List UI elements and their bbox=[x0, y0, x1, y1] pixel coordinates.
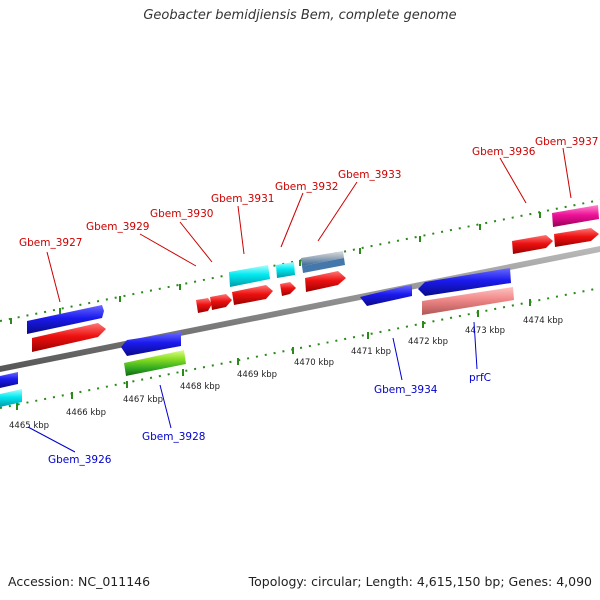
tick-label: 4468 kbp bbox=[180, 382, 220, 392]
gene-green[interactable] bbox=[124, 350, 186, 376]
gene-label-prfc[interactable]: prfC bbox=[469, 372, 491, 384]
leader-line bbox=[159, 384, 172, 429]
gene-label-gbem-3929[interactable]: Gbem_3929 bbox=[86, 221, 149, 233]
gene-cyan[interactable] bbox=[229, 265, 270, 287]
gene-label-gbem-3926[interactable]: Gbem_3926 bbox=[48, 454, 112, 466]
gene-pink[interactable] bbox=[552, 205, 599, 227]
leader-line bbox=[473, 321, 478, 370]
gene-label-gbem-3937[interactable]: Gbem_3937 bbox=[535, 136, 598, 148]
lower-major-ticks bbox=[16, 299, 531, 410]
tick-label: 4474 kbp bbox=[523, 316, 563, 326]
gene-red[interactable] bbox=[305, 271, 346, 292]
gene-cyan[interactable] bbox=[276, 262, 295, 278]
gene-partial-blue[interactable] bbox=[0, 372, 18, 388]
gene-blue[interactable] bbox=[360, 285, 412, 306]
leader-line bbox=[317, 181, 358, 242]
tick-label: 4467 kbp bbox=[123, 395, 163, 405]
genome-stats-text: Topology: circular; Length: 4,615,150 bp… bbox=[248, 574, 592, 589]
accession-text: Accession: NC_011146 bbox=[8, 574, 151, 589]
tick-label: 4465 kbp bbox=[9, 421, 49, 431]
tick-label: 4473 kbp bbox=[465, 326, 505, 336]
leader-line bbox=[280, 192, 304, 248]
tick-label: 4472 kbp bbox=[408, 337, 448, 347]
leader-line bbox=[139, 233, 197, 267]
gene-red[interactable] bbox=[512, 235, 553, 254]
genome-title: Geobacter bemidjiensis Bem, complete gen… bbox=[143, 8, 457, 23]
tick-label: 4471 kbp bbox=[351, 347, 391, 357]
gene-steelblue[interactable] bbox=[302, 258, 345, 273]
gene-label-gbem-3934[interactable]: Gbem_3934 bbox=[374, 384, 438, 396]
tick-label: 4469 kbp bbox=[237, 370, 277, 380]
gene-blue[interactable] bbox=[27, 305, 104, 334]
gene-label-gbem-3930[interactable]: Gbem_3930 bbox=[150, 208, 213, 220]
leader-line bbox=[179, 221, 213, 263]
gene-label-gbem-3928[interactable]: Gbem_3928 bbox=[142, 431, 205, 443]
gene-label-gbem-3932[interactable]: Gbem_3932 bbox=[275, 181, 338, 193]
gene-red[interactable] bbox=[196, 298, 212, 313]
leader-line bbox=[237, 205, 245, 255]
leader-line bbox=[499, 157, 527, 204]
gene-red[interactable] bbox=[280, 282, 296, 296]
leader-line bbox=[562, 147, 572, 199]
gene-partial-cyan[interactable] bbox=[0, 389, 22, 407]
upper-major-ticks bbox=[10, 212, 541, 324]
leader-line bbox=[27, 426, 76, 453]
gene-label-gbem-3933[interactable]: Gbem_3933 bbox=[338, 169, 401, 181]
gene-label-gbem-3936[interactable]: Gbem_3936 bbox=[472, 146, 536, 158]
gene-blue[interactable] bbox=[418, 268, 511, 296]
gene-blue[interactable] bbox=[121, 332, 181, 356]
gene-red[interactable] bbox=[210, 294, 232, 310]
gene-prfC[interactable] bbox=[422, 287, 514, 315]
gene-red[interactable] bbox=[554, 228, 599, 247]
gene-grey[interactable] bbox=[301, 251, 344, 266]
gene-red[interactable] bbox=[32, 323, 106, 352]
tick-label: 4466 kbp bbox=[66, 408, 106, 418]
gene-label-gbem-3927[interactable]: Gbem_3927 bbox=[19, 237, 82, 249]
leader-line bbox=[46, 251, 61, 303]
tick-label: 4470 kbp bbox=[294, 358, 334, 368]
gene-label-gbem-3931[interactable]: Gbem_3931 bbox=[211, 193, 274, 205]
gene-red[interactable] bbox=[232, 285, 273, 305]
leader-line bbox=[392, 337, 403, 381]
